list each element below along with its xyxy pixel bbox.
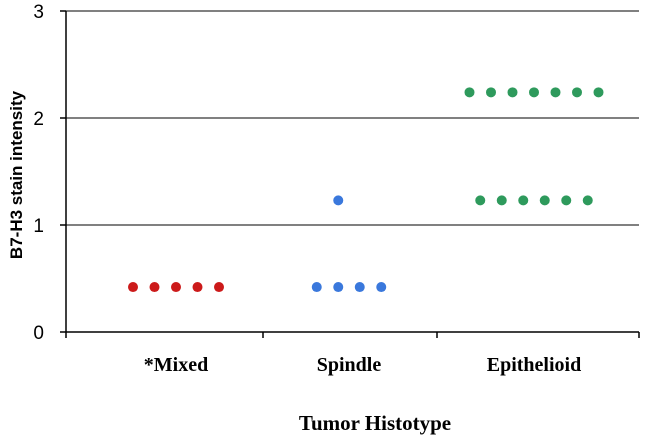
point-2-3 (529, 87, 539, 98)
y-tick-label-3: 3 (33, 2, 44, 23)
point-0-1 (149, 282, 160, 293)
y-tick-label-1: 1 (33, 216, 44, 237)
point-2-4 (550, 87, 561, 98)
y-axis-label: B7-H3 stain intensity (7, 90, 26, 259)
x-tick-label-1: Spindle (317, 354, 382, 376)
point-2-7 (475, 195, 486, 206)
point-2-0 (464, 87, 475, 98)
axes (65, 11, 639, 333)
point-2-5 (572, 87, 582, 98)
point-0-3 (192, 282, 203, 293)
data-points (128, 87, 604, 293)
y-tick-label-0: 0 (33, 323, 44, 344)
point-0-0 (128, 282, 138, 293)
point-2-10 (539, 195, 550, 206)
point-1-2 (333, 282, 344, 293)
point-0-2 (171, 282, 181, 293)
point-1-3 (354, 282, 365, 293)
point-2-1 (486, 87, 496, 98)
x-tick-label-0: *Mixed (144, 354, 208, 376)
x-tick-label-2: Epithelioid (487, 354, 581, 376)
point-2-11 (561, 195, 572, 206)
point-2-8 (496, 195, 507, 206)
point-2-12 (582, 195, 593, 206)
point-1-4 (376, 282, 387, 293)
point-2-6 (593, 87, 604, 98)
gridlines (66, 10, 639, 226)
point-2-9 (518, 195, 529, 206)
point-1-1 (311, 282, 322, 293)
point-2-2 (507, 87, 518, 98)
y-ticks: 0 1 2 3 (33, 2, 66, 344)
point-0-4 (214, 282, 224, 293)
y-tick-label-2: 2 (33, 109, 44, 130)
x-axis-label: Tumor Histotype (299, 411, 451, 435)
x-ticks: *Mixed Spindle Epithelioid (65, 332, 640, 376)
point-1-0 (333, 195, 344, 206)
